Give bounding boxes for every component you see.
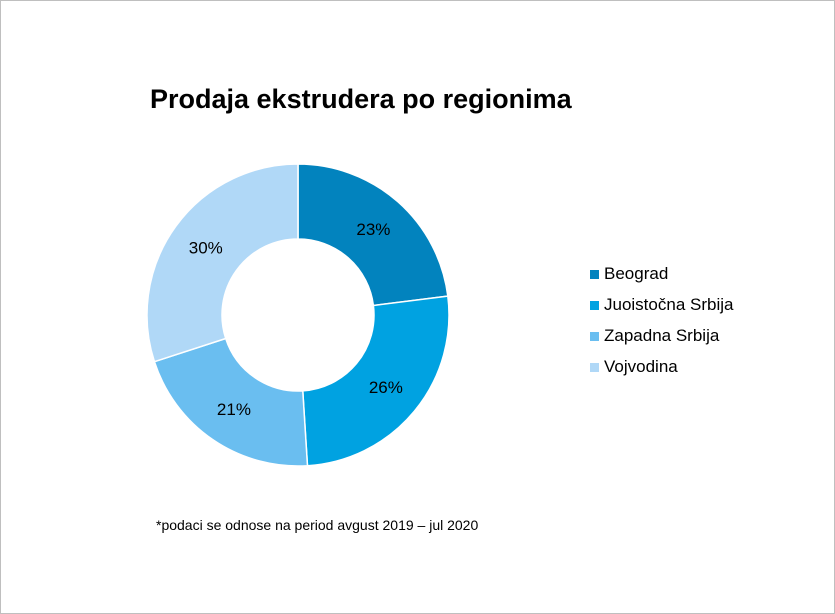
slice-data-label: 26% — [369, 378, 403, 397]
legend-item: Juoistočna Srbija — [590, 289, 733, 320]
legend-label: Zapadna Srbija — [604, 325, 720, 345]
slice-data-label: 30% — [189, 238, 223, 257]
chart-legend: Beograd Juoistočna Srbija Zapadna Srbija… — [590, 258, 733, 382]
legend-label: Beograd — [604, 263, 669, 283]
legend-item: Zapadna Srbija — [590, 320, 733, 351]
legend-swatch — [590, 270, 599, 279]
legend-label: Juoistočna Srbija — [604, 294, 734, 314]
slice-data-label: 23% — [356, 220, 390, 239]
legend-item: Beograd — [590, 258, 733, 289]
donut-slice — [297, 163, 449, 307]
legend-label: Vojvodina — [604, 356, 678, 376]
chart-title: Prodaja ekstrudera po regionima — [150, 84, 572, 114]
footnote: *podaci se odnose na period avgust 2019 … — [156, 517, 479, 533]
slice-data-label: 21% — [217, 400, 251, 419]
donut-slice — [153, 337, 309, 467]
legend-swatch — [590, 363, 599, 372]
donut-slice — [301, 295, 450, 467]
legend-item: Vojvodina — [590, 351, 733, 382]
legend-swatch — [590, 301, 599, 310]
donut-slice — [146, 163, 299, 363]
legend-swatch — [590, 332, 599, 341]
